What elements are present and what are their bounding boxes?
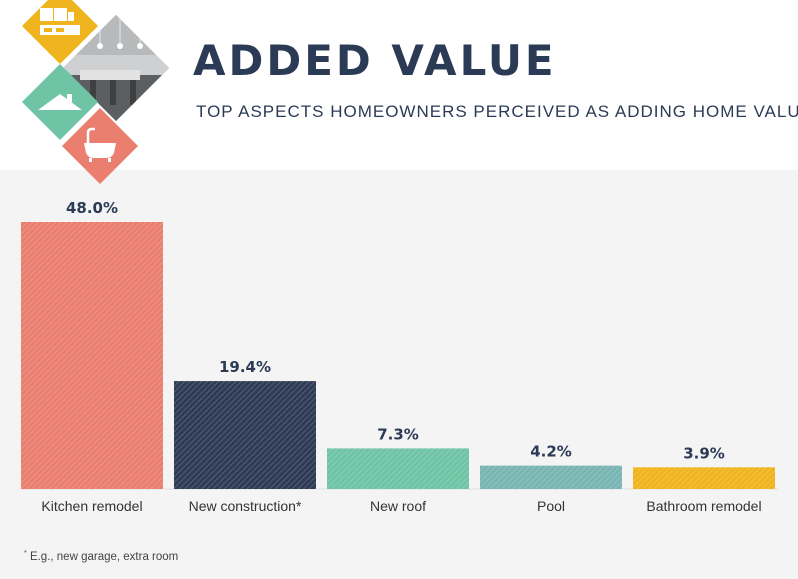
icon-cluster	[22, 0, 169, 184]
footnote: * E.g., new garage, extra room	[24, 550, 178, 563]
value-label-bathroom-remodel: 3.9%	[683, 444, 725, 462]
bathtub-icon	[62, 108, 138, 184]
bar-new-construction	[174, 381, 316, 489]
bar-new-roof	[327, 448, 469, 489]
roof-icon	[22, 64, 98, 140]
footnote-marker: *	[24, 550, 27, 557]
bar-kitchen-remodel	[21, 222, 163, 489]
value-label-pool: 4.2%	[530, 443, 572, 461]
kitchen-icon	[22, 0, 98, 64]
category-label-new-roof: New roof	[370, 498, 426, 514]
bar-pool	[480, 465, 622, 489]
footnote-text: E.g., new garage, extra room	[29, 550, 179, 563]
category-label-pool: Pool	[537, 498, 565, 514]
page-subtitle: TOP ASPECTS HOMEOWNERS PERCEIVED AS ADDI…	[196, 102, 798, 121]
value-label-new-roof: 7.3%	[377, 425, 419, 443]
value-label-new-construction: 19.4%	[219, 358, 271, 376]
page-title: ADDED VALUE	[193, 36, 557, 85]
category-label-new-construction: New construction*	[189, 498, 302, 514]
category-label-kitchen-remodel: Kitchen remodel	[41, 498, 142, 514]
value-label-kitchen-remodel: 48.0%	[66, 199, 118, 217]
bar-bathroom-remodel	[633, 467, 775, 489]
category-label-bathroom-remodel: Bathroom remodel	[646, 498, 761, 514]
